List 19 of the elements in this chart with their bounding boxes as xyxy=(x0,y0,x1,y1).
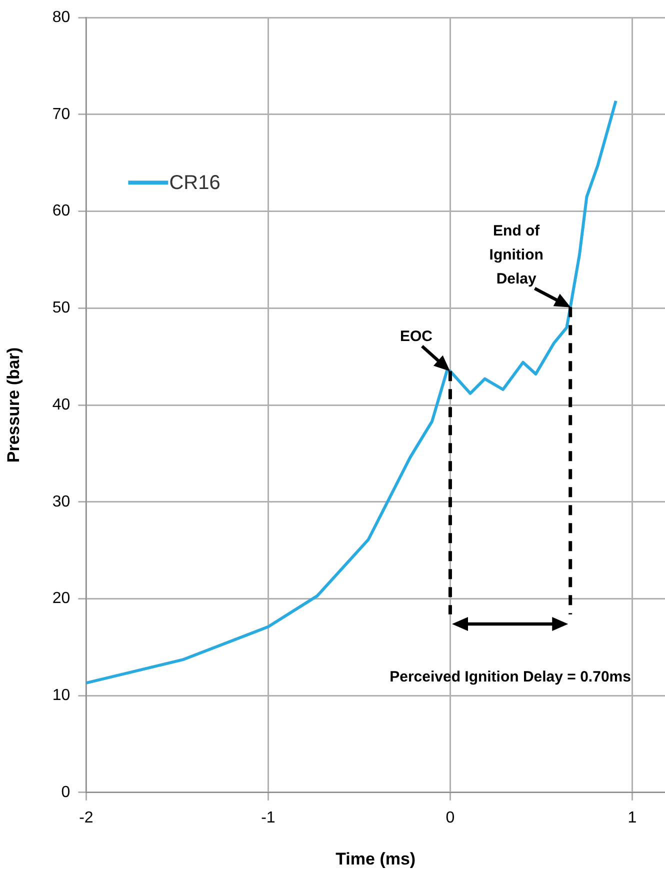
y-tick-label: 60 xyxy=(52,202,70,220)
annotation: Perceived Ignition Delay = 0.70ms xyxy=(390,668,631,686)
x-tick-label: -1 xyxy=(261,809,276,826)
x-tick-label: 1 xyxy=(628,809,637,826)
y-tick-label: 30 xyxy=(52,493,70,510)
y-axis-title: Pressure (bar) xyxy=(4,347,23,463)
x-tick-label: -2 xyxy=(79,809,94,826)
y-tick-label: 10 xyxy=(52,686,70,704)
y-tick-label: 70 xyxy=(52,106,70,123)
y-tick-label: 80 xyxy=(52,9,70,26)
y-tick-label: 50 xyxy=(52,300,70,317)
x-axis-title: Time (ms) xyxy=(336,849,416,868)
annotation: End of Ignition Delay xyxy=(489,222,544,288)
y-tick-label: 20 xyxy=(52,590,70,608)
legend-label: CR16 xyxy=(169,172,220,194)
y-tick-label: 0 xyxy=(61,784,70,801)
x-tick-label: 0 xyxy=(446,809,455,826)
y-tick-label: 40 xyxy=(52,396,70,414)
annotation: EOC xyxy=(400,328,433,346)
